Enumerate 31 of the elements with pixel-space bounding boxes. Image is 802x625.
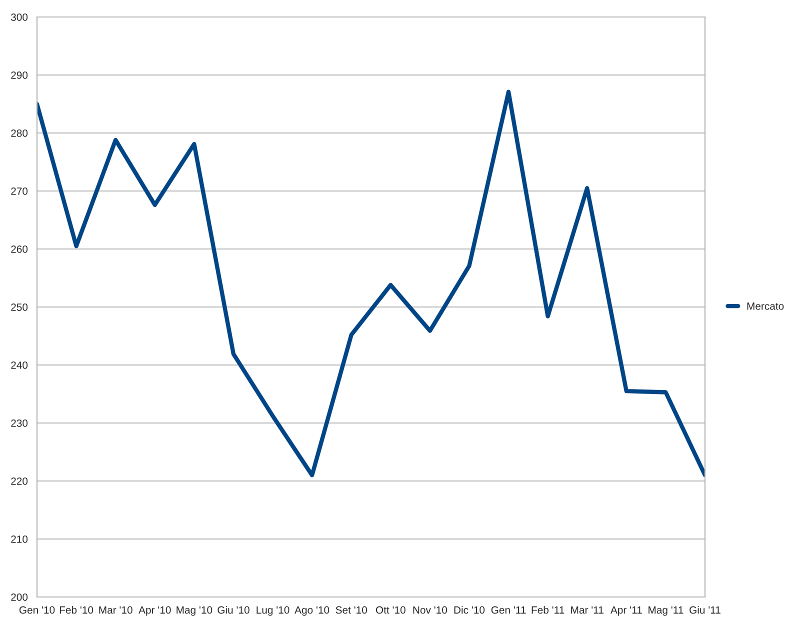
- x-tick-label: Giu '10: [218, 606, 250, 614]
- y-tick-label: 230: [11, 420, 28, 427]
- x-tick-label: Apr '10: [138, 606, 171, 616]
- x-tick-label: Mar '10: [99, 606, 132, 614]
- x-tick-label: Ago '10: [294, 606, 330, 616]
- y-tick-label: 280: [11, 130, 28, 137]
- y-tick-label: 260: [11, 246, 28, 253]
- x-tick-label: Giu '11: [690, 606, 720, 614]
- y-tick-label: 240: [11, 362, 28, 369]
- y-tick-label: 200: [11, 594, 28, 601]
- legend-label: Mercato: [747, 302, 784, 310]
- x-tick-label: Dic '10: [454, 606, 485, 614]
- y-tick-label: 250: [11, 304, 28, 311]
- x-tick-label: Apr '11: [610, 606, 642, 616]
- y-tick-label: 220: [11, 478, 28, 485]
- y-tick-label: 300: [10, 14, 28, 21]
- x-tick-label: Feb '10: [60, 606, 94, 614]
- y-tick-label: 210: [11, 536, 28, 543]
- x-tick-label: Feb '11: [532, 606, 564, 614]
- y-tick-label: 290: [11, 72, 28, 79]
- x-tick-label: Gen '11: [491, 606, 526, 614]
- x-tick-label: Nov '10: [413, 606, 448, 614]
- x-tick-label: Ott '10: [376, 606, 406, 614]
- x-tick-label: Mag '11: [648, 606, 684, 616]
- y-tick-label: 270: [11, 188, 28, 195]
- line-series: [37, 90, 705, 478]
- x-tick-label: Set '10: [336, 606, 367, 614]
- x-tick-label: Mar '11: [571, 606, 604, 614]
- x-tick-label: Mag '10: [176, 606, 212, 616]
- x-tick-label: Lug '10: [256, 606, 290, 616]
- x-tick-label: Gen '10: [19, 606, 55, 614]
